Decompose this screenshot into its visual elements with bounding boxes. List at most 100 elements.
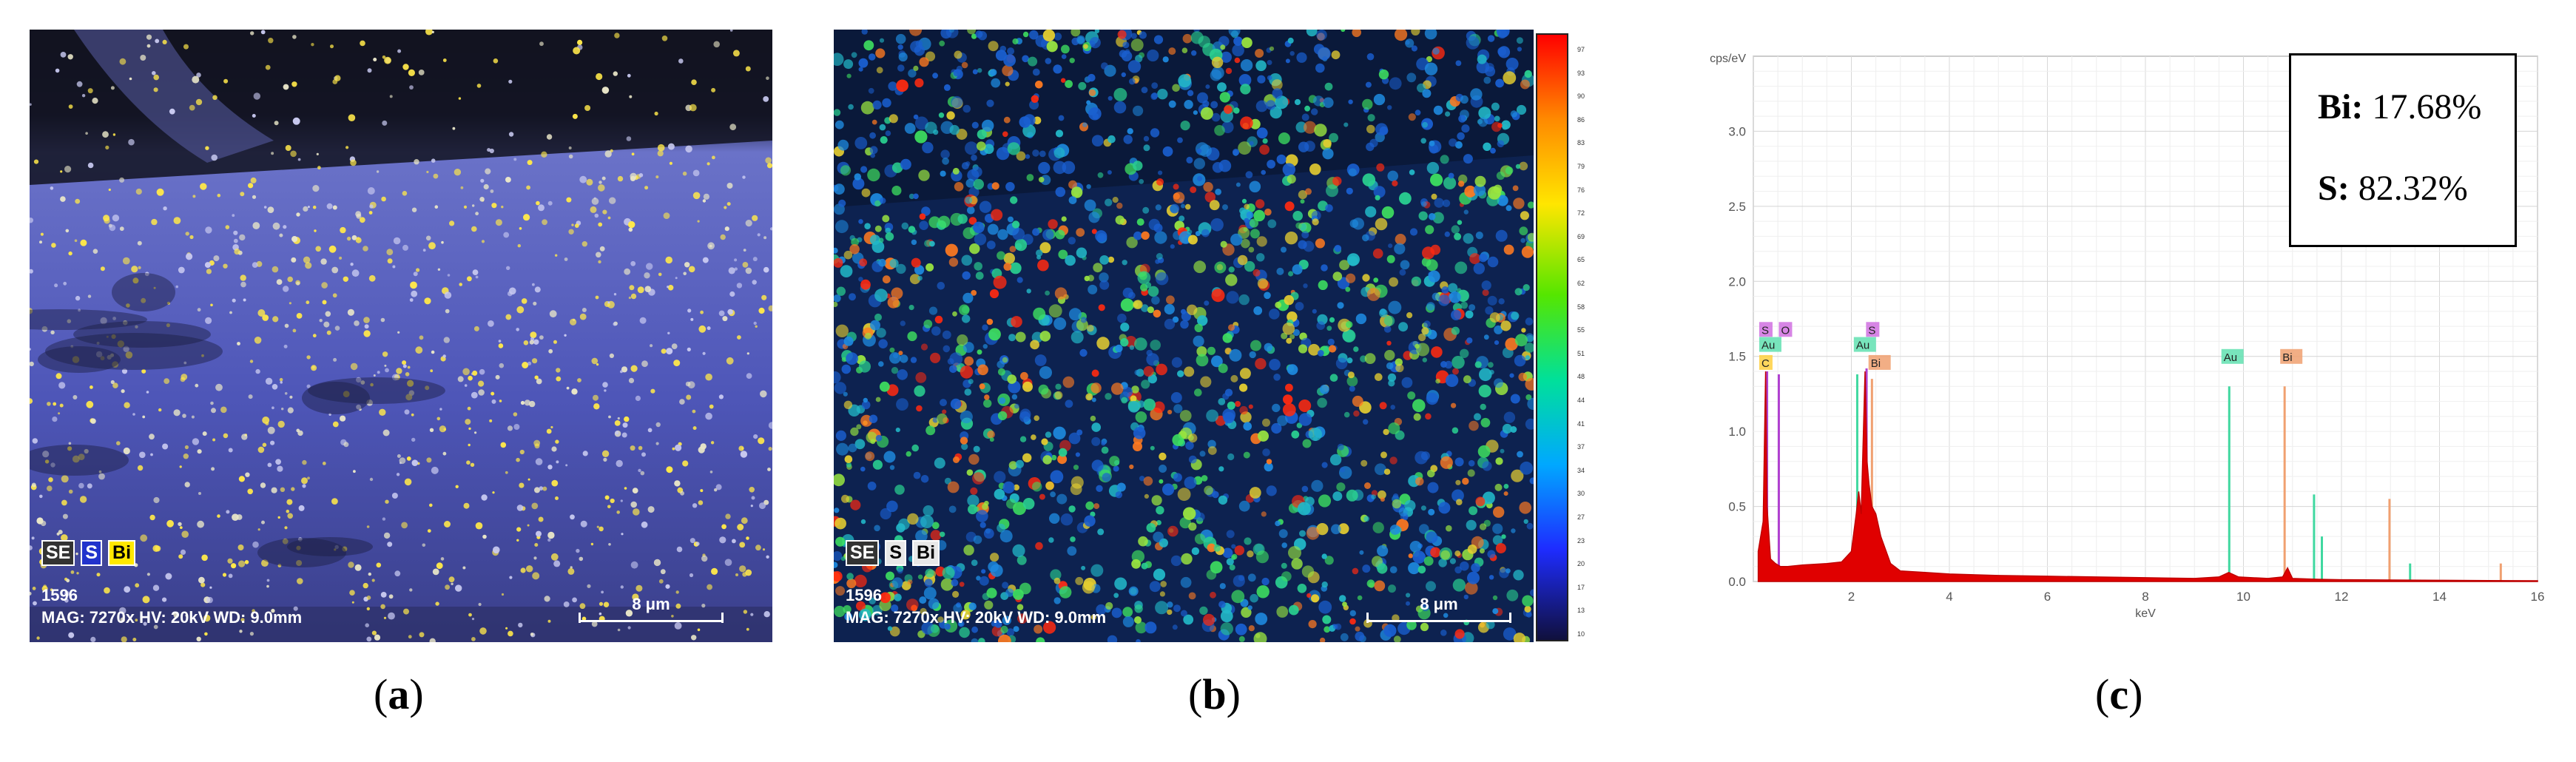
heat-speck — [1516, 104, 1527, 115]
heat-speck — [991, 78, 1001, 88]
heat-speck — [1172, 624, 1178, 630]
map-speck — [422, 543, 426, 547]
map-speck — [360, 40, 365, 47]
map-speck — [570, 514, 575, 520]
map-speck — [212, 438, 216, 442]
heat-speck — [1256, 236, 1267, 247]
heat-speck — [1184, 100, 1193, 109]
heat-speck — [1002, 357, 1008, 363]
heat-speck — [1519, 161, 1528, 171]
heat-speck — [1197, 92, 1208, 104]
map-speck — [738, 445, 744, 451]
heat-speck — [1454, 566, 1462, 574]
heat-speck — [889, 465, 895, 471]
map-speck — [86, 400, 94, 408]
map-speck — [351, 269, 360, 277]
map-speck — [533, 301, 537, 306]
map-speck — [54, 283, 58, 288]
map-speck — [692, 169, 700, 177]
heat-speck — [1349, 385, 1355, 392]
heat-speck — [1233, 149, 1240, 156]
y-tick-label: 2.5 — [1728, 200, 1746, 214]
heat-speck — [843, 250, 853, 260]
map-speck — [382, 517, 386, 521]
heat-speck — [869, 597, 876, 604]
heat-speck — [894, 485, 905, 495]
heat-speck — [1277, 415, 1288, 426]
map-speck — [81, 94, 86, 98]
heat-speck — [889, 258, 899, 269]
map-speck — [422, 249, 426, 252]
map-speck — [593, 394, 599, 401]
heat-speck — [1180, 610, 1187, 617]
heat-speck — [1500, 320, 1511, 331]
heat-speck — [1332, 176, 1342, 186]
map-speck — [449, 220, 455, 226]
map-speck — [238, 476, 245, 482]
map-speck — [153, 74, 159, 81]
map-speck — [192, 438, 200, 445]
map-speck — [239, 630, 243, 633]
map-speck — [707, 242, 715, 250]
heat-speck — [1255, 100, 1268, 112]
heat-speck — [834, 120, 844, 129]
map-speck — [245, 472, 250, 477]
heat-speck — [1173, 404, 1183, 414]
heat-speck — [1322, 615, 1332, 624]
map-speck — [323, 321, 330, 328]
map-speck — [750, 613, 754, 616]
map-speck — [547, 200, 553, 206]
heat-speck — [834, 571, 843, 581]
map-speck — [726, 202, 731, 206]
map-speck — [451, 582, 454, 585]
map-speck — [42, 451, 50, 458]
heat-speck — [1452, 579, 1466, 592]
heat-speck — [1220, 622, 1233, 635]
heat-speck — [1220, 51, 1232, 63]
heat-speck — [848, 104, 854, 110]
heat-speck — [997, 523, 1005, 533]
map-speck — [534, 487, 540, 493]
heat-speck — [1008, 216, 1014, 223]
heat-speck — [1340, 633, 1349, 641]
heat-speck — [1194, 533, 1206, 544]
heat-speck — [960, 410, 973, 424]
heat-speck — [1051, 454, 1057, 461]
heat-speck — [1451, 402, 1457, 408]
map-speck — [250, 31, 254, 36]
colorbar-tick-label: 62 — [1577, 280, 1585, 287]
heat-speck — [949, 365, 957, 374]
heat-speck — [869, 146, 878, 155]
heat-speck — [1019, 436, 1027, 442]
heat-speck — [1199, 451, 1206, 457]
heat-speck — [1469, 253, 1481, 265]
map-speck — [574, 223, 579, 228]
map-speck — [67, 446, 73, 451]
heat-speck — [961, 443, 968, 451]
heat-speck — [1388, 300, 1402, 314]
map-speck — [458, 97, 462, 100]
heat-speck — [993, 275, 1007, 289]
heat-speck — [1335, 357, 1348, 370]
map-speck — [85, 132, 88, 135]
map-speck — [742, 262, 749, 268]
map-speck — [206, 269, 212, 274]
heat-speck — [1007, 142, 1021, 155]
heat-speck — [854, 574, 867, 588]
heat-speck — [1468, 459, 1475, 467]
map-speck — [384, 364, 387, 367]
heat-speck — [997, 229, 1008, 240]
heat-speck — [1227, 401, 1235, 410]
heat-speck — [1046, 41, 1058, 53]
heat-speck — [1281, 246, 1287, 253]
heat-speck — [1070, 30, 1081, 37]
heat-speck — [1045, 290, 1050, 296]
map-speck — [579, 603, 586, 610]
map-speck — [404, 409, 410, 415]
heat-speck — [1016, 604, 1024, 610]
map-speck — [763, 96, 769, 102]
heat-speck — [1065, 80, 1073, 88]
heat-speck — [904, 123, 916, 134]
map-speck — [153, 87, 158, 92]
map-speck — [87, 294, 92, 298]
